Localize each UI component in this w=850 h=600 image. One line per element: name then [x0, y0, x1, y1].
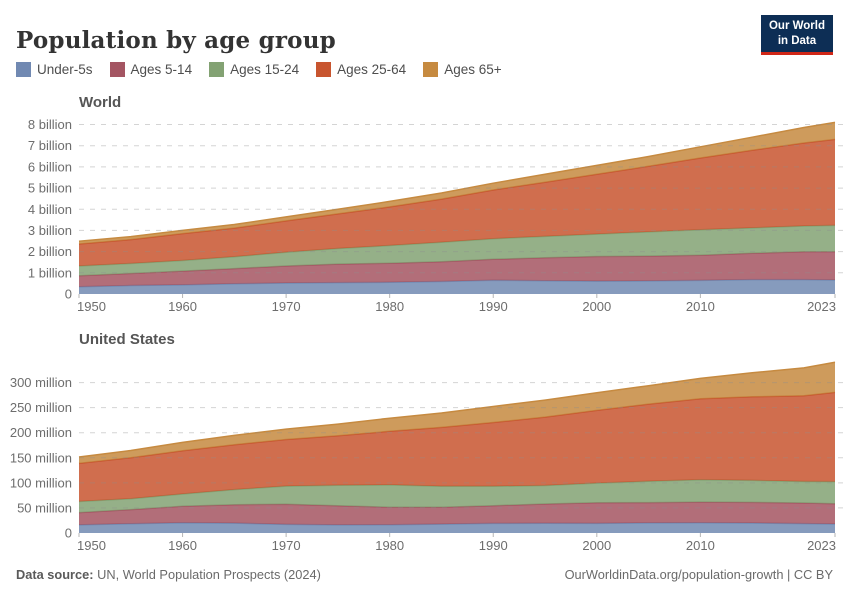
- x-tick-label: 1980: [375, 299, 404, 314]
- area-line-ages-25-64: [78, 138, 836, 245]
- legend-item-ages-25-64[interactable]: Ages 25-64: [316, 62, 406, 77]
- area-under-5s[interactable]: [79, 279, 835, 294]
- y-tick-label: 100 million: [10, 475, 72, 490]
- y-tick-label: 4 billion: [28, 202, 72, 217]
- y-tick-label: 1 billion: [28, 265, 72, 280]
- x-tick-label: 2010: [686, 299, 715, 314]
- legend-swatch: [209, 62, 225, 77]
- y-tick-label: 5 billion: [28, 181, 72, 196]
- legend-item-under-5s[interactable]: Under-5s: [16, 62, 93, 77]
- x-tick-label: 2023: [807, 299, 836, 314]
- x-tick-label: 2010: [686, 538, 715, 553]
- area-ages-5-14[interactable]: [79, 251, 835, 287]
- legend-item-ages-15-24[interactable]: Ages 15-24: [209, 62, 299, 77]
- page-title: Population by age group: [16, 27, 336, 55]
- y-tick-label: 3 billion: [28, 223, 72, 238]
- area-ages-25-64[interactable]: [79, 139, 835, 266]
- area-line-under-5s: [78, 278, 836, 288]
- chart-heading-world: World: [79, 94, 122, 111]
- y-tick-label: 200 million: [10, 425, 72, 440]
- x-tick-label: 1980: [375, 538, 404, 553]
- y-tick-label: 300 million: [10, 375, 72, 390]
- area-ages-15-24[interactable]: [79, 225, 835, 276]
- footer: Data source: UN, World Population Prospe…: [16, 567, 833, 582]
- area-line-ages-65: [78, 361, 836, 458]
- area-ages-65[interactable]: [79, 362, 835, 464]
- legend-item-ages-65[interactable]: Ages 65+: [423, 62, 502, 77]
- x-tick-label: 1950: [77, 299, 106, 314]
- y-tick-label: 6 billion: [28, 159, 72, 174]
- legend-swatch: [316, 62, 332, 77]
- footer-link[interactable]: OurWorldinData.org/population-growth | C…: [564, 567, 833, 582]
- world-chart: 0 1 billion 2 billion 3 billion 4 billion 5 b…: [28, 117, 843, 314]
- legend-label: Ages 25-64: [337, 62, 407, 77]
- y-tick-label: 2 billion: [28, 244, 72, 259]
- data-source: Data source: UN, World Population Prospe…: [16, 567, 321, 582]
- y-tick-label: 50 million: [17, 500, 72, 515]
- legend-item-ages-5-14[interactable]: Ages 5-14: [109, 62, 193, 77]
- legend-swatch: [16, 62, 31, 77]
- area-ages-25-64[interactable]: [79, 392, 835, 502]
- x-tick-label: 1950: [77, 538, 106, 553]
- area-line-ages-25-64: [78, 391, 836, 465]
- data-source-label: Data source:: [16, 567, 94, 582]
- legend-label: Under-5s: [37, 62, 93, 77]
- y-tick-label: 8 billion: [28, 117, 72, 132]
- y-tick-label: 0: [65, 287, 72, 302]
- x-tick-label: 2000: [582, 299, 611, 314]
- owid-logo-line2: in Data: [777, 34, 817, 47]
- area-under-5s[interactable]: [79, 522, 835, 533]
- y-tick-label: 150 million: [10, 450, 72, 465]
- owid-logo-line1: Our World: [768, 20, 825, 32]
- legend-swatch: [423, 62, 439, 77]
- x-tick-label: 1960: [168, 538, 197, 553]
- x-tick-label: 1970: [272, 299, 301, 314]
- legend-label: Ages 5-14: [130, 62, 193, 77]
- legend: Under-5s Ages 5-14 Ages 15-24 Ages 25-64 Age…: [16, 62, 502, 77]
- x-tick-label: 2000: [582, 538, 611, 553]
- y-tick-label: 7 billion: [28, 138, 72, 153]
- x-tick-label: 2023: [807, 538, 836, 553]
- owid-logo[interactable]: Our World in Data: [760, 15, 833, 55]
- y-tick-label: 250 million: [10, 400, 72, 415]
- x-tick-label: 1990: [479, 299, 508, 314]
- us-chart: 0 50 million 100 million 150 million 200 mil…: [10, 361, 843, 553]
- chart-heading-united-states: United States: [79, 331, 175, 348]
- x-tick-label: 1960: [168, 299, 197, 314]
- y-tick-label: 0: [65, 526, 72, 541]
- legend-label: Ages 15-24: [230, 62, 300, 77]
- data-source-text: UN, World Population Prospects (2024): [97, 567, 321, 582]
- legend-label: Ages 65+: [444, 62, 502, 77]
- area-ages-5-14[interactable]: [79, 502, 835, 525]
- x-tick-label: 1990: [479, 538, 508, 553]
- x-tick-label: 1970: [272, 538, 301, 553]
- legend-swatch: [109, 62, 125, 77]
- area-line-ages-65: [78, 121, 836, 243]
